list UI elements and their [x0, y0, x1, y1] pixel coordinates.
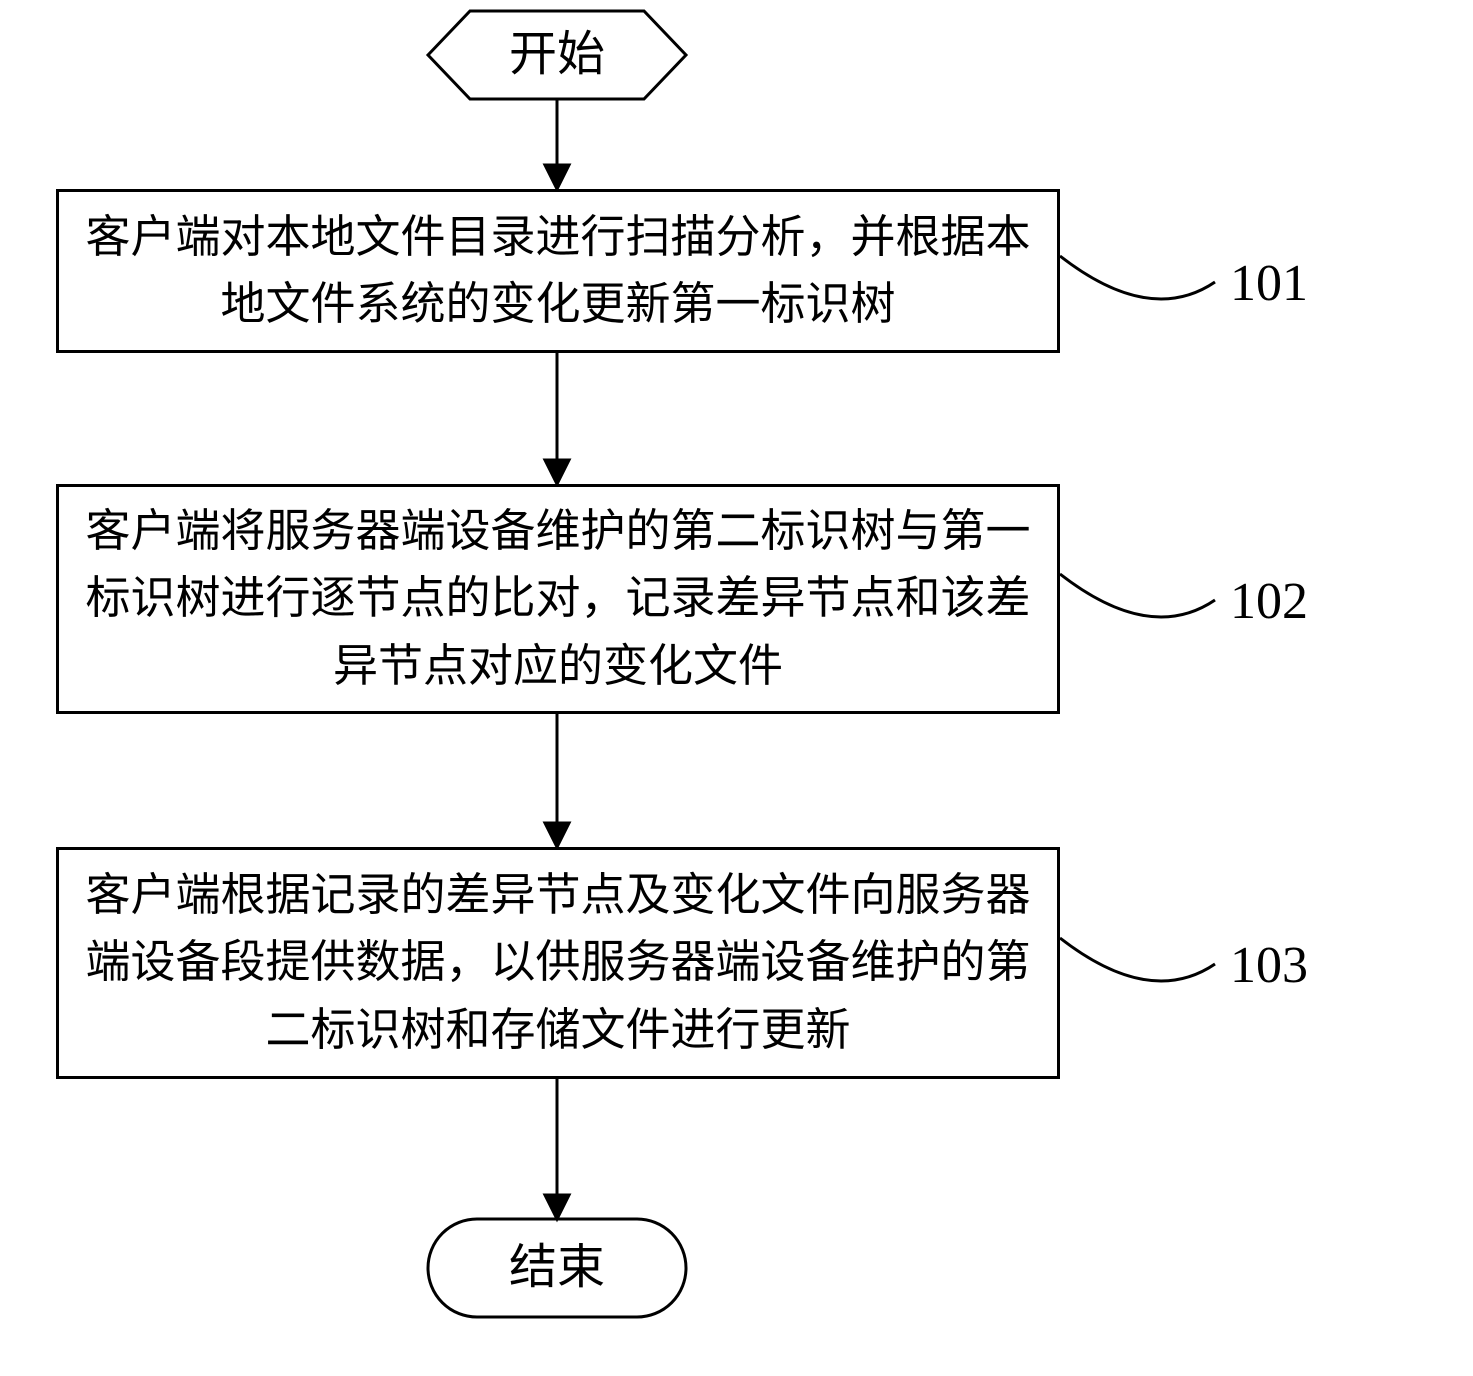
- step2-text: 客户端将服务器端设备维护的第二标识树与第一标识树进行逐节点的比对，记录差异节点和…: [79, 498, 1037, 701]
- start-node: 开始: [428, 11, 686, 99]
- label-connectors: [1060, 256, 1215, 981]
- step2-label: 102: [1230, 572, 1308, 631]
- step2-node: 客户端将服务器端设备维护的第二标识树与第一标识树进行逐节点的比对，记录差异节点和…: [56, 484, 1060, 714]
- start-label: 开始: [509, 23, 605, 88]
- step1-label: 101: [1230, 254, 1308, 313]
- step1-node: 客户端对本地文件目录进行扫描分析，并根据本地文件系统的变化更新第一标识树: [56, 189, 1060, 353]
- step3-node: 客户端根据记录的差异节点及变化文件向服务器端设备段提供数据，以供服务器端设备维护…: [56, 847, 1060, 1079]
- flowchart-canvas: 开始 客户端对本地文件目录进行扫描分析，并根据本地文件系统的变化更新第一标识树 …: [0, 0, 1473, 1376]
- end-label: 结束: [509, 1236, 605, 1301]
- step1-text: 客户端对本地文件目录进行扫描分析，并根据本地文件系统的变化更新第一标识树: [79, 204, 1037, 339]
- end-node: 结束: [428, 1219, 686, 1317]
- step3-text: 客户端根据记录的差异节点及变化文件向服务器端设备段提供数据，以供服务器端设备维护…: [79, 862, 1037, 1065]
- step3-label: 103: [1230, 936, 1308, 995]
